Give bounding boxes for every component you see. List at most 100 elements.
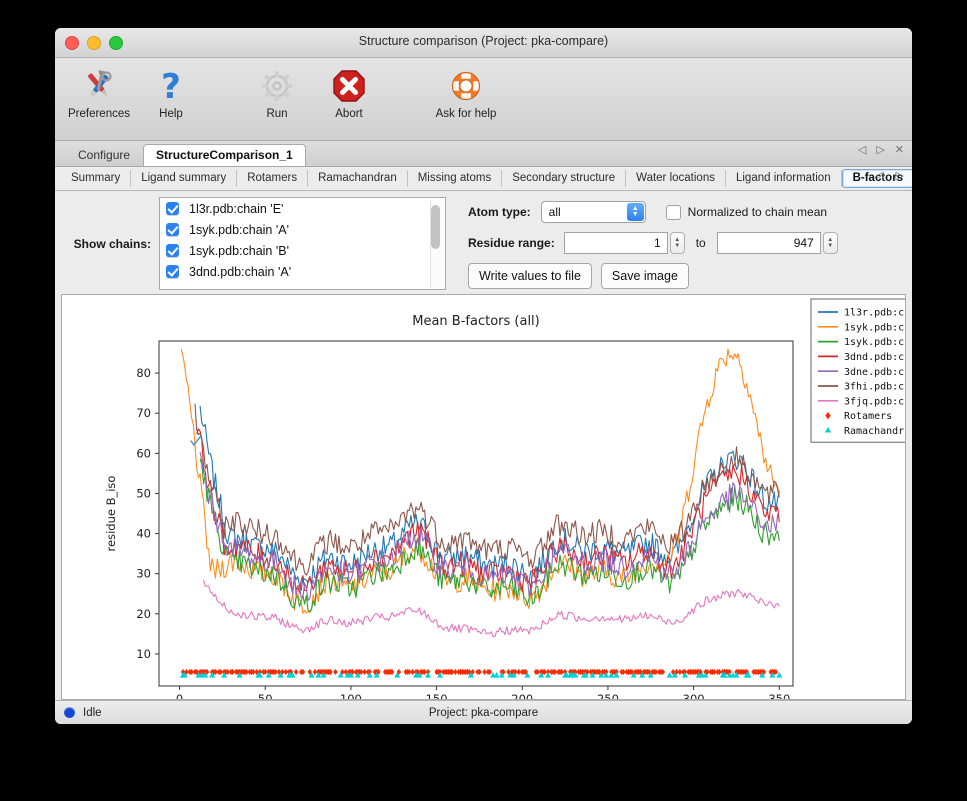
svg-text:residue B_iso: residue B_iso: [104, 476, 118, 552]
svg-text:0: 0: [176, 692, 183, 700]
toolbar-label-ask-for-help: Ask for help: [435, 108, 497, 120]
window-controls: [65, 36, 123, 50]
show-chains-group: Show chains: 1l3r.pdb:chain 'E' 1syk.pdb…: [55, 197, 446, 290]
chain-list-scrollbar[interactable]: [430, 200, 443, 287]
list-item[interactable]: 1syk.pdb:chain 'A': [160, 219, 445, 240]
toolbar-label-help: Help: [159, 108, 183, 120]
svg-text:1l3r.pdb:chain 'E': 1l3r.pdb:chain 'E': [844, 308, 905, 319]
sub-tab-prev-icon[interactable]: ◁: [875, 170, 884, 182]
close-button[interactable]: [65, 36, 79, 50]
status-text: Idle: [83, 706, 102, 719]
chain-label: 3dnd.pdb:chain 'A': [189, 264, 292, 279]
tab-missing-atoms[interactable]: Missing atoms: [408, 170, 503, 187]
svg-text:Ramachandran: Ramachandran: [844, 426, 905, 437]
residue-range-label: Residue range:: [468, 236, 555, 250]
toolbar-button-help[interactable]: ? Help: [135, 62, 207, 120]
residue-from-stepper[interactable]: ▲ ▼: [669, 232, 685, 254]
svg-text:1syk.pdb:chain 'A': 1syk.pdb:chain 'A': [844, 322, 905, 333]
tab-secondary-structure[interactable]: Secondary structure: [502, 170, 627, 187]
svg-text:60: 60: [136, 446, 151, 460]
chain-list[interactable]: 1l3r.pdb:chain 'E' 1syk.pdb:chain 'A' 1s…: [159, 197, 446, 290]
status-indicator-icon: [64, 707, 75, 718]
svg-text:30: 30: [136, 567, 151, 581]
atom-type-row: Atom type: all ▲ ▼ Normalized to chain me…: [468, 201, 838, 223]
svg-text:100: 100: [340, 692, 362, 700]
normalized-label: Normalized to chain mean: [687, 205, 828, 219]
doc-tab-structurecomparison-1[interactable]: StructureComparison_1: [143, 144, 306, 166]
atom-type-value: all: [548, 205, 561, 219]
list-item[interactable]: 3dnd.pdb:chain 'A': [160, 261, 445, 282]
atom-type-label: Atom type:: [468, 205, 531, 219]
svg-text:Rotamers: Rotamers: [844, 411, 892, 422]
status-project: Project: pka-compare: [428, 706, 539, 719]
svg-text:70: 70: [136, 406, 151, 420]
gear-icon: [258, 66, 296, 106]
toolbar-button-ask-for-help[interactable]: Ask for help: [419, 62, 513, 120]
maximize-button[interactable]: [109, 36, 123, 50]
sub-tab-nav: ◁ ▷: [875, 171, 904, 182]
toolbar: Preferences ? Help: [55, 58, 912, 141]
residue-to-input[interactable]: 947: [716, 232, 821, 254]
toolbar-button-preferences[interactable]: Preferences: [63, 62, 135, 120]
list-item[interactable]: 1syk.pdb:chain 'B': [160, 240, 445, 261]
b-factor-plot[interactable]: Mean B-factors (all) 0 50 100 150 200 250 300 35…: [62, 295, 905, 700]
svg-text:3dne.pdb:chain 'A': 3dne.pdb:chain 'A': [844, 367, 905, 378]
tab-water-locations[interactable]: Water locations: [626, 170, 726, 187]
svg-text:50: 50: [258, 692, 273, 700]
tab-summary[interactable]: Summary: [61, 170, 132, 187]
tab-ligand-information[interactable]: Ligand information: [726, 170, 842, 187]
tab-ligand-summary[interactable]: Ligand summary: [131, 170, 238, 187]
controls-panel: Show chains: 1l3r.pdb:chain 'E' 1syk.pdb…: [55, 191, 912, 294]
status-bar: Idle Project: pka-compare: [55, 700, 912, 724]
residue-from-input[interactable]: 1: [563, 232, 668, 254]
title-bar: Structure comparison (Project: pka-compa…: [55, 28, 912, 58]
sub-tab-next-icon[interactable]: ▷: [895, 170, 904, 182]
document-tab-strip: Configure StructureComparison_1 ◁ ▷ ✕: [55, 141, 912, 167]
chain-checkbox[interactable]: [166, 202, 179, 215]
toolbar-label-abort: Abort: [335, 108, 363, 120]
svg-text:350: 350: [768, 692, 790, 700]
doc-tab-prev-icon[interactable]: ◁: [857, 144, 867, 156]
chain-checkbox[interactable]: [166, 244, 179, 257]
chain-label: 1syk.pdb:chain 'B': [189, 243, 289, 258]
question-mark-icon: ?: [152, 66, 190, 106]
tab-ramachandran[interactable]: Ramachandran: [308, 170, 408, 187]
plot-options: Atom type: all ▲ ▼ Normalized to chain me…: [468, 197, 838, 289]
normalized-checkbox-group[interactable]: Normalized to chain mean: [665, 204, 828, 220]
tab-b-factors[interactable]: B-factors: [841, 169, 912, 188]
toolbar-label-preferences: Preferences: [67, 108, 130, 120]
svg-text:40: 40: [136, 527, 151, 541]
lifebuoy-icon: [447, 66, 485, 106]
sub-tab-bar: Summary Ligand summary Rotamers Ramachan…: [55, 167, 912, 191]
atom-type-select[interactable]: all ▲ ▼: [540, 201, 646, 223]
toolbar-button-abort[interactable]: Abort: [313, 62, 385, 120]
svg-text:3fhi.pdb:chain 'A': 3fhi.pdb:chain 'A': [844, 382, 905, 393]
write-values-to-file-button[interactable]: Write values to file: [468, 263, 592, 289]
svg-text:150: 150: [426, 692, 448, 700]
toolbar-button-run[interactable]: Run: [241, 62, 313, 120]
chain-checkbox[interactable]: [166, 265, 179, 278]
action-buttons: Write values to file Save image: [468, 263, 838, 289]
preferences-tools-icon: [80, 66, 118, 106]
chain-list-scroll-thumb[interactable]: [431, 205, 440, 249]
svg-text:20: 20: [136, 607, 151, 621]
svg-text:10: 10: [136, 647, 151, 661]
doc-tab-configure[interactable]: Configure: [78, 148, 131, 162]
svg-text:250: 250: [597, 692, 619, 700]
plot-panel[interactable]: Mean B-factors (all) 0 50 100 150 200 250 300 35…: [61, 294, 906, 700]
residue-to-stepper[interactable]: ▲ ▼: [822, 232, 838, 254]
residue-range-row: Residue range: 1 ▲ ▼ to 947 ▲ ▼: [468, 232, 838, 254]
tab-rotamers[interactable]: Rotamers: [237, 170, 309, 187]
chain-label: 1syk.pdb:chain 'A': [189, 222, 289, 237]
doc-tab-next-icon[interactable]: ▷: [876, 144, 885, 156]
toolbar-label-run: Run: [266, 108, 288, 120]
minimize-button[interactable]: [87, 36, 101, 50]
chevron-updown-icon[interactable]: ▲ ▼: [626, 203, 644, 221]
svg-text:1syk.pdb:chain 'B': 1syk.pdb:chain 'B': [844, 337, 905, 348]
list-item[interactable]: 1l3r.pdb:chain 'E': [160, 198, 445, 219]
normalized-checkbox[interactable]: [665, 204, 681, 220]
chain-checkbox[interactable]: [166, 223, 179, 236]
doc-tab-close-icon[interactable]: ✕: [894, 144, 904, 156]
save-image-button[interactable]: Save image: [600, 263, 689, 289]
svg-text:200: 200: [511, 692, 533, 700]
